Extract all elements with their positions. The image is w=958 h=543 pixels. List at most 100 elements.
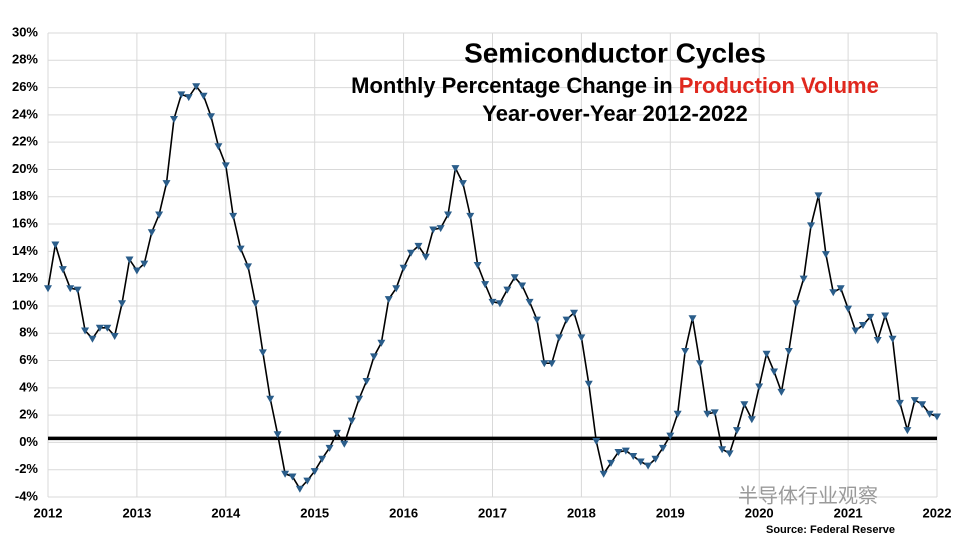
data-marker: [340, 440, 349, 448]
data-marker: [325, 444, 334, 452]
data-marker: [258, 349, 267, 357]
data-marker: [95, 324, 104, 332]
data-marker: [488, 298, 497, 306]
y-tick-label: 4%: [19, 379, 38, 394]
data-marker: [518, 282, 527, 290]
data-marker: [406, 249, 415, 257]
data-marker: [703, 410, 712, 418]
data-marker: [644, 462, 653, 470]
x-tick-label: 2016: [389, 505, 418, 520]
data-marker: [184, 94, 193, 102]
chart-title: Semiconductor Cycles: [464, 37, 766, 68]
data-marker: [829, 289, 838, 297]
data-marker: [81, 327, 90, 335]
data-marker: [51, 241, 60, 249]
data-marker: [295, 485, 304, 493]
x-tick-label: 2012: [34, 505, 63, 520]
data-marker: [162, 180, 171, 188]
data-marker: [155, 211, 164, 219]
grid-layer: [47, 32, 938, 498]
y-tick-label: 20%: [12, 161, 38, 176]
data-marker: [614, 448, 623, 456]
data-marker: [481, 281, 490, 289]
data-marker: [844, 305, 853, 313]
data-marker: [807, 222, 816, 230]
data-marker: [214, 143, 223, 151]
y-tick-label: 0%: [19, 434, 38, 449]
data-marker: [273, 431, 282, 439]
data-marker: [681, 347, 690, 355]
data-marker: [621, 447, 630, 455]
data-marker: [570, 309, 579, 317]
data-marker: [895, 399, 904, 407]
y-tick-label: 12%: [12, 270, 38, 285]
data-marker: [495, 300, 504, 308]
data-marker: [814, 192, 823, 200]
data-marker: [221, 162, 230, 170]
data-marker: [88, 335, 97, 343]
data-marker: [636, 458, 645, 466]
y-tick-label: 10%: [12, 297, 38, 312]
data-marker: [784, 347, 793, 355]
chart-subtitle: Monthly Percentage Change in Production …: [351, 73, 879, 98]
x-tick-label: 2014: [211, 505, 241, 520]
data-marker: [436, 225, 445, 233]
source-note: Source: Federal Reserve: [766, 524, 895, 536]
data-marker: [881, 312, 890, 320]
data-marker: [770, 368, 779, 376]
data-marker: [103, 324, 112, 332]
y-tick-label: 24%: [12, 106, 38, 121]
data-marker: [466, 212, 475, 220]
data-marker: [44, 285, 52, 293]
data-marker: [651, 455, 660, 463]
data-marker: [229, 212, 238, 220]
data-marker: [592, 438, 601, 446]
x-tick-label: 2015: [300, 505, 329, 520]
data-marker: [607, 459, 616, 467]
data-marker: [577, 334, 586, 342]
data-marker: [473, 262, 482, 269]
data-marker: [458, 180, 467, 188]
data-marker: [658, 444, 667, 452]
data-marker: [532, 316, 541, 324]
data-marker: [688, 315, 697, 323]
data-marker: [377, 339, 386, 347]
data-marker: [858, 322, 867, 330]
y-tick-label: 28%: [12, 52, 38, 67]
data-marker: [347, 417, 356, 425]
data-marker: [399, 264, 408, 272]
data-marker: [147, 229, 156, 237]
y-tick-label: 8%: [19, 325, 38, 340]
data-marker: [718, 446, 727, 454]
data-marker: [562, 316, 571, 324]
data-marker: [429, 226, 438, 234]
data-marker: [910, 397, 919, 405]
data-marker: [866, 313, 875, 321]
data-marker: [584, 380, 593, 388]
data-marker: [873, 337, 882, 345]
x-tick-label: 2020: [745, 505, 774, 520]
x-tick-label: 2019: [656, 505, 685, 520]
data-marker: [933, 413, 941, 421]
data-marker: [118, 300, 127, 308]
y-tick-label: -4%: [15, 488, 39, 503]
data-marker: [444, 211, 453, 219]
y-tick-label: 18%: [12, 188, 38, 203]
data-marker: [732, 427, 741, 435]
data-marker: [799, 275, 808, 283]
data-marker: [199, 92, 208, 100]
data-marker: [177, 91, 186, 99]
data-marker: [777, 388, 786, 396]
data-marker: [169, 115, 178, 123]
y-tick-label: 30%: [12, 24, 38, 39]
chart-subtitle-line2: Year-over-Year 2012-2022: [482, 101, 747, 126]
data-marker: [673, 410, 682, 418]
data-marker: [288, 473, 297, 481]
data-marker: [755, 383, 764, 391]
data-marker: [332, 429, 341, 437]
y-tick-label: 2%: [19, 407, 38, 422]
data-marker: [903, 427, 912, 435]
data-marker: [510, 274, 519, 282]
data-marker: [110, 332, 119, 340]
